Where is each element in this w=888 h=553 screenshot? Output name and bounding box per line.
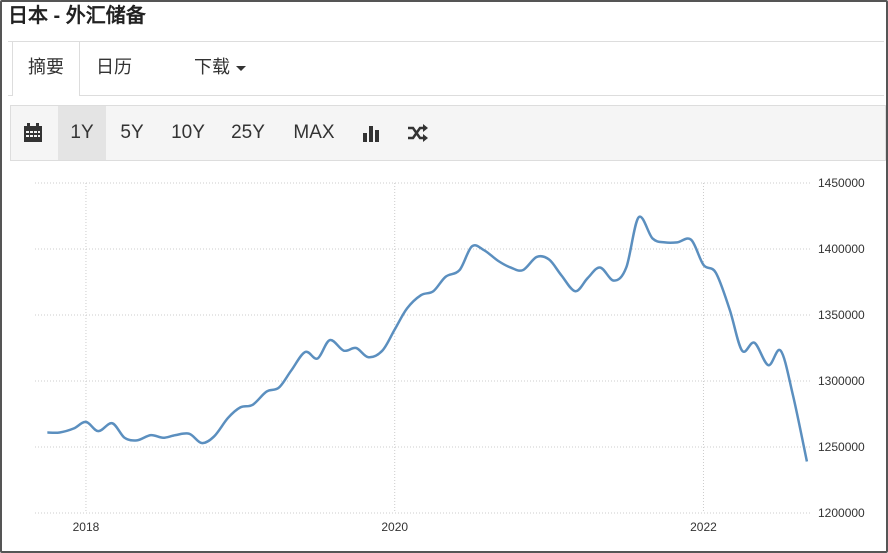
calendar-button[interactable]: [17, 106, 49, 160]
y-tick-label: 1200000: [818, 506, 865, 520]
tab-bar: 摘要 日历 下载: [8, 41, 884, 96]
y-tick-label: 1300000: [818, 374, 865, 388]
shuffle-button[interactable]: [403, 106, 433, 160]
bar-chart-button[interactable]: [357, 106, 387, 160]
tab[interactable]: 摘要: [12, 42, 80, 96]
range-button[interactable]: MAX: [293, 122, 335, 143]
x-tick-label: 2022: [690, 520, 717, 534]
y-tick-label: 1400000: [818, 242, 865, 256]
range-button[interactable]: 5Y: [120, 122, 144, 143]
tab[interactable]: 下载: [194, 42, 246, 95]
tab[interactable]: 日历: [96, 57, 132, 77]
range-button[interactable]: 25Y: [231, 122, 265, 143]
tab-label[interactable]: 下载: [194, 57, 230, 77]
y-tick-label: 1450000: [818, 176, 865, 190]
range-button[interactable]: 1Y: [58, 106, 106, 160]
caret: [236, 65, 246, 71]
chart: 1200000 1250000 1300000 1350000 1400000 14500…: [35, 176, 865, 534]
toolbar: 1Y 5Y 10Y 25Y MAX: [10, 105, 886, 161]
page-title: 日本 - 外汇储备: [8, 5, 146, 27]
line: [47, 215, 809, 462]
bar-icon: [363, 125, 379, 142]
y-tick-label: 1250000: [818, 440, 865, 454]
calendar-icon: [24, 122, 42, 142]
range-button[interactable]: 10Y: [171, 122, 205, 143]
y-tick-label: 1350000: [818, 308, 865, 322]
shuffle-icon: [408, 123, 428, 142]
x-tick-label: 2020: [381, 520, 408, 534]
x-tick-label: 2018: [73, 520, 100, 534]
